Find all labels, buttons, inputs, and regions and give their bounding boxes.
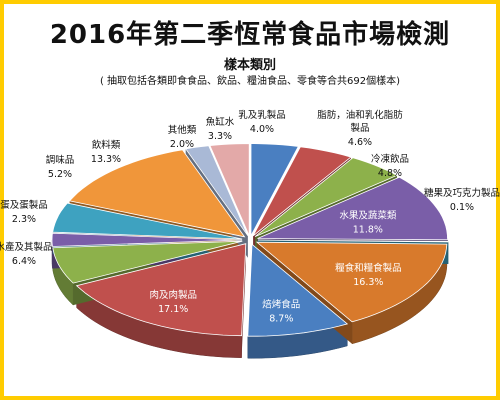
- pie-labels: 乳及乳製品 4.0% 脂肪，油和乳化脂肪製品 4.6% 冷凍飲品 4.8% 水果及蔬菜類 11…: [0, 109, 500, 325]
- pie-slice-11: [68, 149, 246, 238]
- pie-slice-0: [250, 143, 299, 236]
- slice-pct-7: 17.1%: [158, 304, 188, 315]
- slice-label-7: 肉及肉製品: [149, 289, 197, 301]
- pie-slice-9: [51, 232, 243, 247]
- slice-label-1: 脂肪，油和乳化脂肪製品: [317, 109, 403, 134]
- slice-pct-5: 16.3%: [353, 277, 383, 288]
- chart-subtitle: 樣本類別: [223, 58, 276, 73]
- pie-tops: [51, 143, 449, 337]
- pie-slice-3: [257, 176, 448, 241]
- slice-label-0: 乳及乳製品: [238, 109, 286, 121]
- chart-title: 2016年第二季恆常食品市場檢測: [49, 20, 451, 50]
- slice-pct-10: 5.2%: [48, 169, 72, 180]
- slice-pct-6: 8.7%: [269, 314, 293, 325]
- pie-slice-10: [52, 202, 243, 240]
- sample-note: ( 抽取包括各類即食食品、飲品、糧油食品、零食等合共692個樣本): [99, 76, 401, 87]
- slice-pct-1: 4.6%: [348, 137, 372, 148]
- slice-pct-3: 11.8%: [353, 225, 383, 236]
- slice-label-6: 焙烤食品: [262, 299, 300, 311]
- pie-slice-1: [252, 146, 352, 237]
- slice-label-12: 其他類: [168, 124, 197, 136]
- slice-pct-12: 2.0%: [170, 139, 194, 150]
- slice-label-3: 水果及蔬菜類: [339, 210, 397, 222]
- slice-pct-2: 4.8%: [378, 168, 402, 179]
- pie-slice-8: [52, 240, 243, 284]
- slice-pct-11: 13.3%: [91, 154, 121, 165]
- slice-label-10: 調味品: [46, 154, 75, 166]
- pie-slice-5: [255, 241, 448, 323]
- pie-slice-4: [257, 239, 449, 243]
- slice-pct-9: 2.3%: [12, 214, 36, 225]
- slice-label-2: 冷凍飲品: [371, 153, 409, 165]
- pie-slice-7: [75, 243, 247, 337]
- slice-pct-8: 6.4%: [12, 256, 36, 267]
- slice-label-13: 魚缸水: [206, 116, 235, 128]
- pie-slice-12: [184, 145, 249, 237]
- pie-slice-2: [254, 157, 398, 237]
- slice-label-4: 糖果及巧克力製品: [424, 187, 500, 199]
- pie-slice-6: [247, 243, 349, 337]
- slice-pct-4: 0.1%: [450, 202, 474, 213]
- slice-pct-0: 4.0%: [250, 124, 274, 135]
- slice-label-8: 水產及其製品: [0, 241, 53, 253]
- slice-label-11: 飲料類: [92, 139, 121, 151]
- slice-label-5: 糧食和糧食製品: [335, 262, 402, 274]
- slice-label-9: 蛋及蛋製品: [0, 199, 48, 211]
- slice-pct-13: 3.3%: [208, 131, 232, 142]
- pie-slice-13: [209, 143, 250, 236]
